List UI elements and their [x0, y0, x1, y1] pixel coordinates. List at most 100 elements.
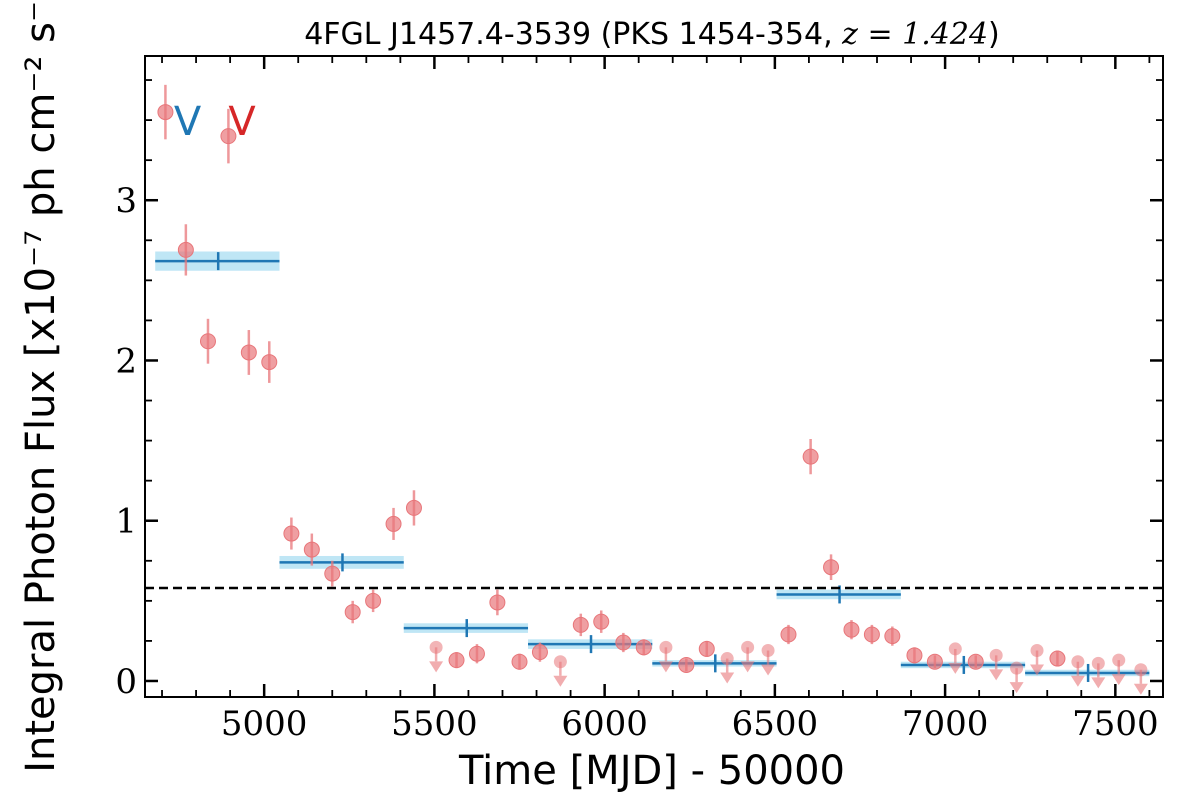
upper-limit-marker [761, 644, 775, 658]
upper-limit [720, 652, 735, 684]
upper-limit-marker [720, 652, 734, 666]
flux-point [823, 554, 840, 581]
flux-point-marker [780, 626, 797, 643]
upper-limit-arrow [1030, 664, 1045, 676]
flux-point-marker [531, 644, 548, 661]
flux-point [843, 620, 860, 640]
flux-point [511, 653, 528, 670]
flux-point [283, 517, 300, 550]
flux-point [615, 632, 632, 653]
flux-point [863, 624, 880, 645]
upper-limit [658, 640, 673, 673]
upper-limit [1070, 655, 1085, 687]
x-tick-label: 5000 [221, 704, 308, 744]
upper-limit [740, 640, 755, 673]
upper-limit-arrow [740, 661, 755, 673]
flux-point-marker [468, 645, 485, 662]
flux-point-marker [926, 653, 943, 670]
axis-ticks: 5000 5500 6000 6500 7000 7500 0 1 2 3 [115, 56, 1163, 744]
flux-point [303, 533, 320, 566]
flux-point-marker [843, 621, 860, 638]
upper-limit [1009, 661, 1024, 694]
flux-point [906, 647, 923, 664]
chart-title: 4FGL J1457.4-3539 (PKS 1454-354, z = 1.4… [304, 17, 1000, 52]
flux-point-marker [967, 653, 984, 670]
upper-limit-arrow [658, 661, 673, 673]
flux-point [344, 600, 361, 624]
x-tick-label: 5500 [391, 704, 478, 744]
upper-limit-arrow [1070, 675, 1085, 687]
annotation-marker-v: V [174, 99, 202, 145]
flux-point-marker [489, 594, 506, 611]
upper-limit [761, 644, 776, 676]
binned-flux-bin [155, 251, 280, 271]
flux-point [635, 639, 652, 656]
y-axis-title: Integral Photon Flux [x10⁻⁷ ph cm⁻² s⁻¹] [18, 0, 64, 773]
flux-point-marker [678, 656, 695, 673]
flux-point-marker [572, 616, 589, 633]
binned-flux-bin [652, 654, 777, 673]
plot-frame [144, 55, 1164, 698]
upper-limit-arrow [948, 662, 963, 674]
chart-title-math: z = 1.424 [841, 17, 988, 52]
upper-limit-marker [1112, 653, 1126, 667]
flux-point-marker [448, 652, 465, 669]
flux-point [884, 626, 901, 646]
flux-point [572, 613, 589, 637]
upper-limit [429, 640, 444, 673]
flux-point [385, 507, 402, 540]
upper-limit-marker [948, 642, 962, 656]
chart-title-suffix: ) [988, 17, 1000, 52]
flux-point-marker [405, 499, 422, 516]
flux-point-marker [220, 128, 237, 145]
upper-limit-marker [1071, 655, 1085, 669]
flux-point-marker [823, 559, 840, 576]
x-tick-label: 7500 [1072, 704, 1159, 744]
flux-point-marker [1049, 650, 1066, 667]
upper-limit [989, 648, 1004, 681]
upper-limit-marker [1010, 661, 1024, 675]
flux-point [698, 640, 715, 657]
upper-limit [1133, 663, 1148, 695]
upper-limit [553, 655, 568, 687]
flux-point-marker [157, 104, 174, 121]
flux-point [405, 490, 422, 526]
binned-flux-bin [900, 655, 1026, 674]
upper-limit-arrow [1111, 674, 1126, 686]
flux-point [324, 560, 341, 587]
flux-point-marker [283, 525, 300, 542]
flux-point-marker [261, 354, 278, 371]
flux-point [926, 653, 943, 670]
flux-point [177, 224, 194, 276]
upper-limit-marker [1030, 644, 1044, 658]
flux-point-marker [863, 626, 880, 643]
upper-limit-arrow [553, 675, 568, 687]
flux-point [199, 318, 216, 364]
flux-point [678, 656, 695, 673]
flux-point-marker [240, 344, 257, 361]
upper-limit [1030, 644, 1045, 676]
flux-point-marker [324, 565, 341, 582]
flux-point [967, 653, 984, 670]
upper-limit-marker [741, 640, 755, 654]
flux-point-marker [511, 653, 528, 670]
binned-flux-bin [403, 619, 529, 638]
flux-point [1049, 650, 1066, 667]
upper-limit-marker [989, 648, 1003, 662]
flux-point [489, 589, 506, 616]
flux-point-marker [177, 241, 194, 258]
y-tick-label: 0 [115, 662, 137, 702]
binned-flux-bin [1025, 663, 1150, 682]
flux-point-marker [385, 515, 402, 532]
binned-flux-bin [528, 635, 653, 654]
flux-point [157, 84, 174, 140]
y-tick-label: 1 [115, 502, 137, 542]
flux-point [261, 341, 278, 383]
flux-point-marker [344, 604, 361, 621]
x-tick-label: 6000 [561, 704, 648, 744]
upper-limit [1091, 656, 1106, 689]
upper-limits-layer [429, 640, 1148, 695]
binned-flux-layer [155, 251, 1150, 682]
